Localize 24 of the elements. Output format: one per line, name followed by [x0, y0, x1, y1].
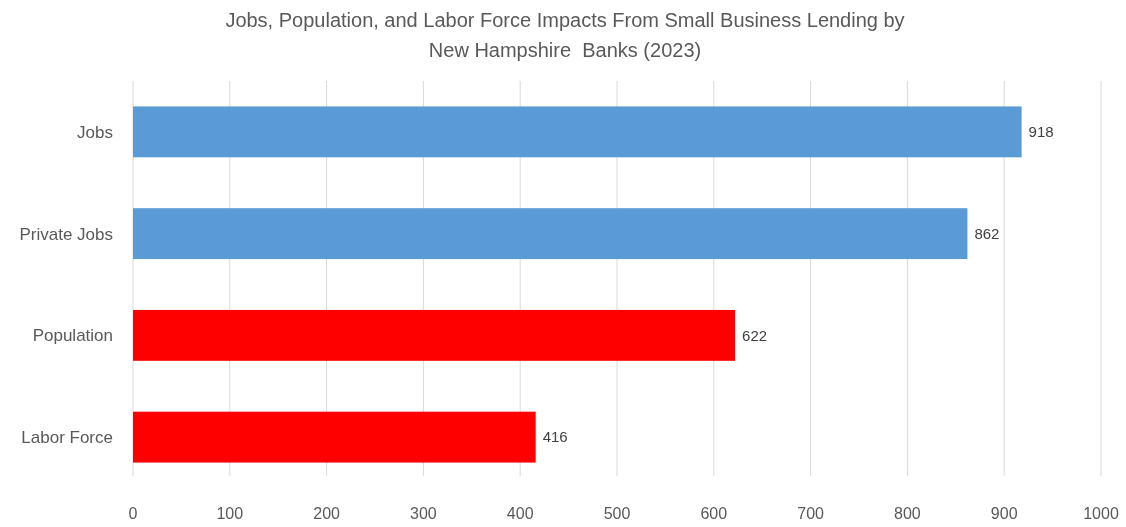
data-label: 918	[1028, 123, 1054, 141]
data-label: 862	[974, 224, 1000, 242]
y-tick-label: Jobs	[77, 122, 113, 142]
x-tick-label: 300	[410, 505, 437, 522]
x-tick-label: 600	[700, 505, 728, 522]
x-tick-label: 700	[797, 505, 825, 522]
x-tick-label: 0	[128, 505, 138, 522]
x-tick-label: 800	[894, 505, 921, 522]
x-tick-label: 1000	[1083, 505, 1119, 522]
x-tick-label: 200	[313, 505, 341, 522]
bar	[133, 208, 968, 260]
data-label: 622	[742, 326, 768, 344]
x-tick-label: 500	[603, 505, 631, 522]
y-tick-label: Labor Force	[21, 428, 113, 448]
bar	[133, 106, 1022, 158]
bar	[133, 309, 736, 361]
chart-title: Jobs, Population, and Labor Force Impacts From Small Business Lending by New Hampshire Banks (2023)	[225, 9, 905, 61]
data-label: 416	[542, 428, 568, 446]
y-tick-label: Population	[32, 326, 113, 346]
x-tick-label: 400	[506, 505, 534, 522]
y-tick-label: Private Jobs	[19, 224, 113, 244]
bar	[133, 411, 536, 463]
x-tick-label: 900	[990, 505, 1018, 522]
x-tick-label: 100	[216, 505, 244, 522]
